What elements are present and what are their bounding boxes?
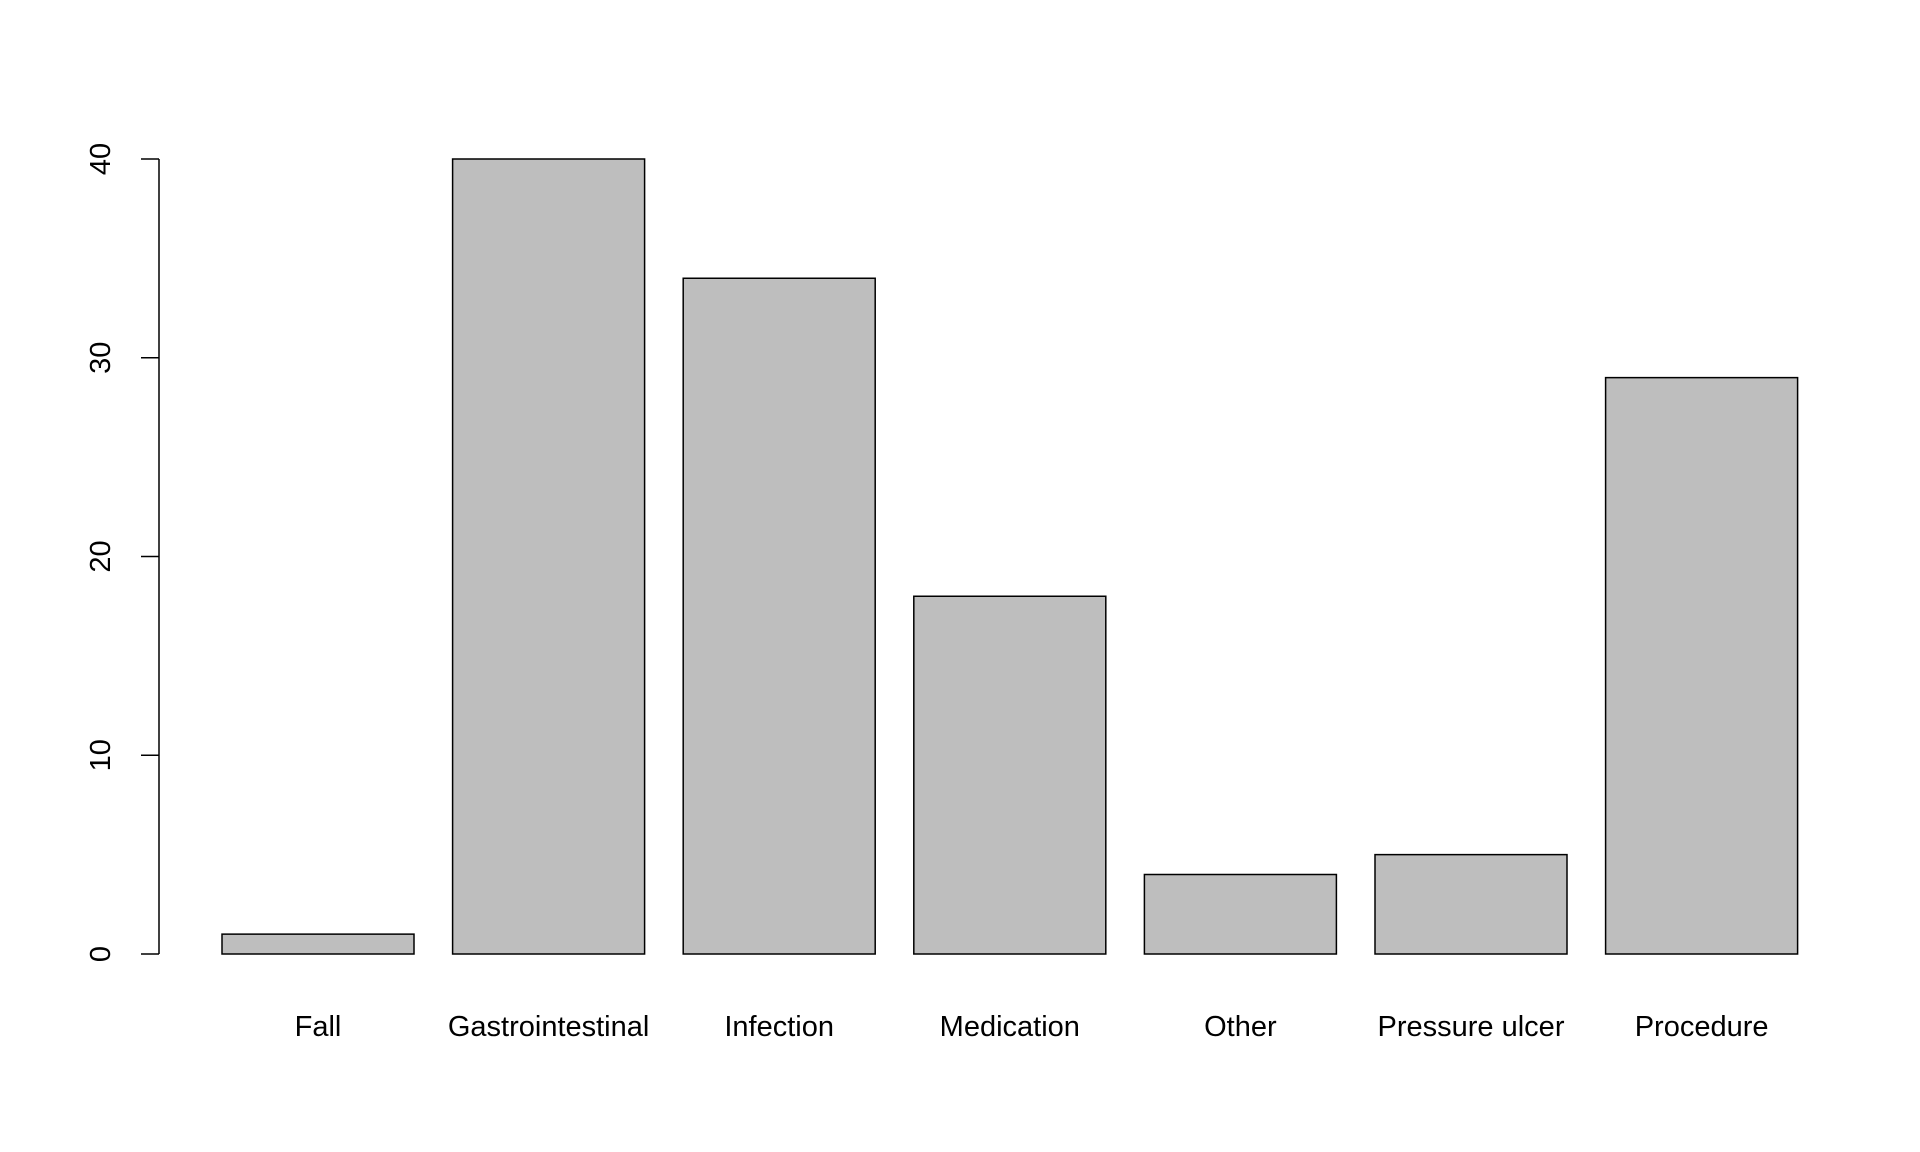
- y-tick-label: 0: [85, 946, 117, 962]
- x-tick-label: Gastrointestinal: [448, 1011, 650, 1043]
- bar: [1374, 853, 1568, 955]
- bar: [1604, 376, 1799, 955]
- bar: [1143, 873, 1338, 955]
- bar: [682, 277, 876, 955]
- bar: [913, 595, 1107, 955]
- x-tick-label: Infection: [724, 1011, 834, 1043]
- y-tick-label: 10: [85, 739, 117, 771]
- x-tick-label: Procedure: [1635, 1011, 1769, 1043]
- bar: [221, 933, 415, 955]
- y-tick-label: 40: [85, 143, 117, 175]
- x-tick-label: Fall: [295, 1011, 342, 1043]
- bar: [451, 158, 646, 955]
- x-tick-label: Pressure ulcer: [1378, 1011, 1565, 1043]
- y-tick-label: 30: [85, 342, 117, 374]
- x-tick-label: Medication: [940, 1011, 1080, 1043]
- x-tick-label: Other: [1204, 1011, 1277, 1043]
- y-tick-label: 20: [85, 540, 117, 572]
